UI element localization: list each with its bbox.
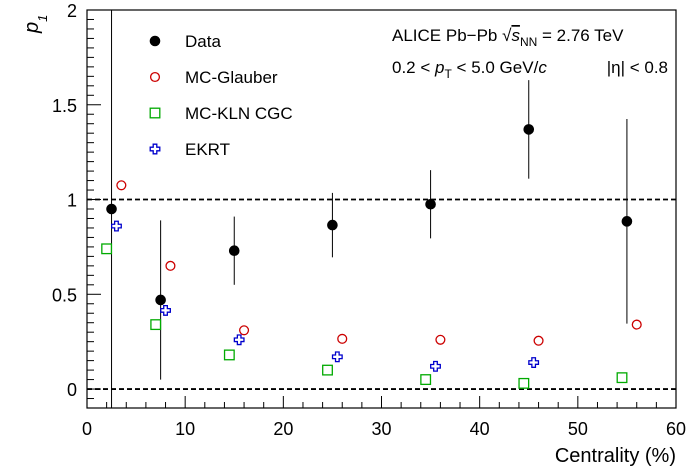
point-mc-kln-cgc — [616, 372, 628, 384]
x-tick-label: 0 — [82, 419, 92, 439]
x-tick-label: 50 — [568, 419, 588, 439]
x-tick-label: 60 — [666, 419, 686, 439]
annotation-line-2: 0.2 < pT < 5.0 GeV/c — [392, 58, 547, 81]
x-tick-label: 40 — [470, 419, 490, 439]
x-tick-label: 20 — [273, 419, 293, 439]
annotation-line-1: ALICE Pb−Pb √sNN = 2.76 TeV — [392, 26, 624, 49]
point-ekrt — [528, 357, 540, 368]
x-tick-label: 30 — [371, 419, 391, 439]
point-data — [106, 203, 117, 215]
y-axis-title: p1 — [21, 15, 50, 34]
legend-label-data: Data — [185, 32, 221, 51]
point-mc-kln-cgc — [322, 364, 333, 376]
point-mc-glauber — [337, 333, 348, 344]
legend-marker-mc-glauber — [149, 71, 161, 83]
point-ekrt — [331, 351, 343, 363]
point-ekrt — [430, 360, 441, 372]
point-mc-glauber — [165, 260, 176, 271]
point-mc-glauber — [116, 180, 127, 191]
point-ekrt — [111, 220, 122, 232]
point-mc-glauber — [239, 325, 250, 336]
data-markers — [101, 124, 642, 389]
point-data — [425, 198, 436, 210]
y-tick-label: 0.5 — [52, 285, 77, 305]
plot-frame — [86, 9, 677, 409]
point-ekrt — [160, 304, 171, 316]
annotation: ALICE Pb−Pb √sNN = 2.76 TeV 0.2 < pT < 5… — [392, 26, 668, 81]
point-mc-kln-cgc — [518, 377, 530, 389]
y-tick-label: 1.5 — [52, 96, 77, 116]
point-mc-kln-cgc — [420, 374, 432, 386]
point-mc-kln-cgc — [101, 243, 113, 255]
point-mc-kln-cgc — [223, 349, 235, 361]
point-mc-glauber — [435, 334, 446, 345]
sqrt-symbol: √ — [502, 26, 512, 45]
y-tick-label: 2 — [67, 1, 77, 21]
legend-marker-data — [149, 35, 161, 47]
sqrt-s-subscript: NN — [520, 35, 537, 49]
point-ekrt — [233, 334, 245, 346]
point-data — [155, 294, 166, 306]
x-tick-label: 10 — [175, 419, 195, 439]
legend: Data MC-Glauber MC-KLN CGC EKRT — [149, 32, 293, 159]
point-data — [621, 216, 633, 227]
reference-lines — [87, 198, 676, 390]
legend-label-mc-glauber: MC-Glauber — [185, 68, 278, 87]
y-tick-label: 1 — [67, 191, 77, 211]
point-data — [228, 245, 240, 256]
point-mc-kln-cgc — [150, 319, 162, 331]
sqrt-s: s — [511, 26, 520, 45]
point-mc-glauber — [631, 319, 642, 330]
y-axis-title-subscript: 1 — [35, 15, 50, 22]
legend-marker-mc-kln-cgc — [149, 107, 161, 119]
legend-marker-ekrt — [149, 143, 161, 155]
legend-label-ekrt: EKRT — [185, 140, 230, 159]
point-mc-glauber — [533, 335, 544, 346]
legend-label-mc-kln-cgc: MC-KLN CGC — [185, 104, 293, 123]
point-data — [327, 219, 338, 231]
point-data — [523, 124, 535, 135]
y-tick-label: 0 — [67, 380, 77, 400]
x-axis-title: Centrality (%) — [555, 445, 676, 467]
axis-tick-labels: 0 10 20 30 40 50 60 0 0.5 1 1.5 2 — [52, 1, 686, 439]
axis-ticks — [86, 9, 677, 409]
annotation-eta-cut: |η| < 0.8 — [607, 58, 668, 77]
